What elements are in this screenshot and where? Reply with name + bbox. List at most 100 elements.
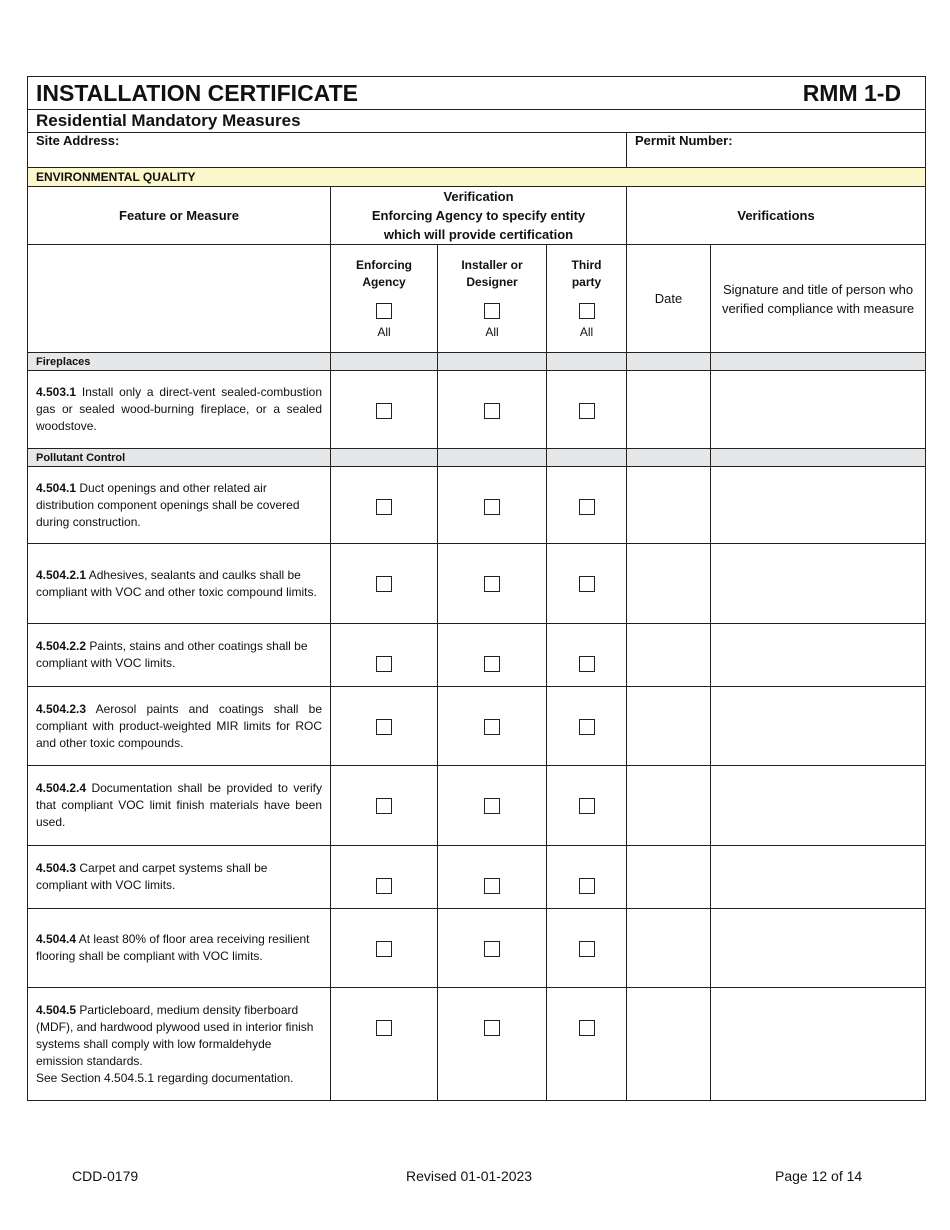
date-field[interactable]	[626, 623, 711, 687]
table-row: 4.504.5 Particleboard, medium density fi…	[27, 987, 927, 1101]
checkbox-installer[interactable]	[484, 403, 500, 419]
footer-form-code: CDD-0179	[72, 1168, 139, 1184]
checkbox-installer[interactable]	[484, 576, 500, 592]
installer-header: Installer or Designer All	[437, 244, 547, 353]
form-id: RMM 1-D	[802, 79, 902, 106]
checkbox-installer[interactable]	[484, 719, 500, 735]
table-row: 4.504.2.3 Aerosol paints and coatings sh…	[27, 686, 927, 766]
checkbox-third[interactable]	[578, 719, 595, 735]
checkbox-third[interactable]	[578, 941, 595, 957]
date-field[interactable]	[626, 987, 711, 1101]
cell-third	[546, 543, 627, 624]
checkbox-installer[interactable]	[484, 1020, 500, 1036]
blank-cell	[27, 244, 331, 353]
measure-cell: 4.503.1 Install only a direct-vent seale…	[27, 370, 331, 449]
checkbox-enforcing[interactable]	[376, 941, 392, 957]
signature-field[interactable]	[709, 765, 927, 846]
checkbox-installer[interactable]	[484, 656, 500, 672]
checkbox-enforcing[interactable]	[376, 798, 392, 814]
date-field[interactable]	[626, 845, 711, 909]
cell-enforcing	[330, 908, 438, 988]
date-field[interactable]	[626, 765, 711, 846]
section-cell	[437, 448, 547, 467]
checkbox-all-installer[interactable]	[484, 302, 500, 319]
cell-installer	[437, 543, 547, 624]
checkbox-installer[interactable]	[484, 878, 500, 894]
checkbox-installer[interactable]	[484, 941, 500, 957]
feature-header: Feature or Measure	[27, 186, 331, 245]
checkbox-third[interactable]	[578, 878, 595, 894]
checkbox-third[interactable]	[578, 499, 595, 515]
section-environmental-quality: ENVIRONMENTAL QUALITY	[26, 167, 927, 187]
signature-field[interactable]	[709, 370, 927, 449]
date-field[interactable]	[626, 370, 711, 449]
measure-text: At least 80% of floor area receiving res…	[36, 932, 310, 963]
table-row: 4.504.3 Carpet and carpet systems shall …	[27, 845, 927, 909]
measure-cell: 4.504.2.3 Aerosol paints and coatings sh…	[27, 686, 331, 766]
checkbox-enforcing[interactable]	[376, 499, 392, 515]
section-cell	[330, 448, 438, 467]
checkbox-third[interactable]	[578, 576, 595, 592]
cell-installer	[437, 987, 547, 1101]
checkbox-enforcing[interactable]	[376, 656, 392, 672]
checkbox-third[interactable]	[578, 403, 595, 419]
site-address-field[interactable]: Site Address:	[27, 132, 627, 168]
section-cell	[437, 352, 547, 371]
checkbox-enforcing[interactable]	[376, 719, 392, 735]
checkbox-installer[interactable]	[484, 499, 500, 515]
checkbox-enforcing[interactable]	[376, 403, 392, 419]
date-field[interactable]	[626, 466, 711, 544]
checkbox-enforcing[interactable]	[376, 878, 392, 894]
date-field[interactable]	[626, 686, 711, 766]
signature-field[interactable]	[709, 845, 927, 909]
checkbox-all-enforcing[interactable]	[376, 302, 392, 319]
table-row: 4.503.1 Install only a direct-vent seale…	[27, 370, 927, 449]
measure-text: Documentation shall be provided to verif…	[36, 781, 322, 829]
measure-text: Carpet and carpet systems shall be compl…	[36, 861, 268, 892]
signature-field[interactable]	[709, 686, 927, 766]
checkbox-enforcing[interactable]	[376, 576, 392, 592]
checkbox-third[interactable]	[578, 1020, 595, 1036]
measure-text: Adhesives, sealants and caulks shall be …	[36, 567, 317, 599]
title-row: INSTALLATION CERTIFICATE RMM 1-D	[26, 76, 927, 110]
all-label: All	[377, 324, 391, 339]
section-cell	[626, 448, 711, 467]
signature-field[interactable]	[709, 466, 927, 544]
measure-cell: 4.504.1 Duct openings and other related …	[27, 466, 331, 544]
checkbox-enforcing[interactable]	[376, 1020, 392, 1036]
measure-code: 4.504.2.3	[36, 701, 87, 716]
cell-third	[546, 987, 627, 1101]
measure-text: Install only a direct-vent sealed-combus…	[36, 385, 322, 433]
cell-enforcing	[330, 987, 438, 1101]
cell-installer	[437, 370, 547, 449]
signature-field[interactable]	[709, 543, 927, 624]
cell-installer	[437, 845, 547, 909]
signature-field[interactable]	[709, 623, 927, 687]
checkbox-third[interactable]	[578, 798, 595, 814]
cell-enforcing	[330, 370, 438, 449]
permit-number-field[interactable]: Permit Number:	[625, 132, 927, 168]
checkbox-all-third[interactable]	[578, 302, 595, 319]
verification-l3: which will provide certification	[383, 227, 574, 242]
cell-installer	[437, 765, 547, 846]
date-field[interactable]	[626, 543, 711, 624]
verifications-header: Verifications	[625, 186, 927, 245]
measure-code: 4.504.2.4	[36, 781, 87, 795]
checkbox-installer[interactable]	[484, 798, 500, 814]
cell-third	[546, 466, 627, 544]
measure-cell: 4.504.2.4 Documentation shall be provide…	[27, 765, 331, 846]
enforcing-agency-header: Enforcing Agency All	[330, 244, 438, 353]
measure-cell: 4.504.2.2 Paints, stains and other coati…	[27, 623, 331, 687]
date-field[interactable]	[626, 908, 711, 988]
site-address-label: Site Address:	[36, 133, 120, 148]
all-label: All	[579, 324, 594, 339]
signature-header: Signature and title of person who verifi…	[709, 244, 927, 353]
signature-field[interactable]	[709, 987, 927, 1101]
cell-third	[546, 845, 627, 909]
footer-page: Page 12 of 14	[775, 1168, 863, 1184]
checkbox-third[interactable]	[578, 656, 595, 672]
signature-field[interactable]	[709, 908, 927, 988]
cell-enforcing	[330, 623, 438, 687]
certificate-table: INSTALLATION CERTIFICATE RMM 1-D Resident…	[26, 76, 927, 1101]
all-label: All	[485, 324, 499, 339]
